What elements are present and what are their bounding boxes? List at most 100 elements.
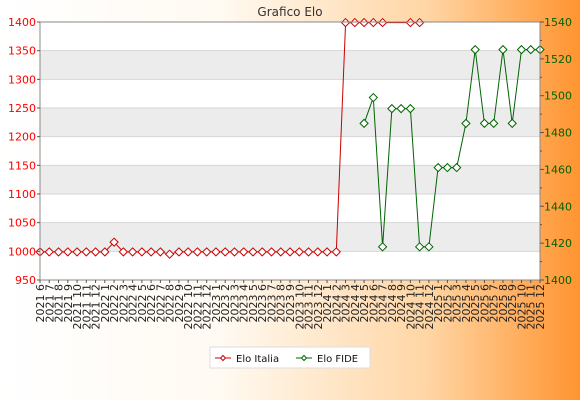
grid-layer xyxy=(40,21,540,281)
x-tick-label: 2021 8 xyxy=(53,284,66,323)
x-tick-label: 2023 6 xyxy=(256,284,269,323)
x-tick-label: 2022 8 xyxy=(164,284,177,323)
y-left-tick-label: 1250 xyxy=(8,102,36,115)
data-point xyxy=(507,118,517,129)
y-left-tick-label: 1200 xyxy=(8,131,36,144)
data-point xyxy=(461,118,471,129)
x-tick-label: 2023 12 xyxy=(312,284,325,330)
legend-swatch-marker xyxy=(300,354,308,362)
x-tick-label: 2024 6 xyxy=(367,284,380,323)
data-point xyxy=(350,17,360,28)
grid-band xyxy=(40,222,540,252)
y-right-tick-label: 1460 xyxy=(544,163,572,176)
x-tick-label: 2023 3 xyxy=(228,284,241,323)
y-right-tick-label: 1480 xyxy=(544,127,572,140)
legend-swatch-marker xyxy=(219,354,227,362)
legend-label: Elo Italia xyxy=(236,354,279,365)
data-point xyxy=(479,118,490,129)
data-point xyxy=(303,247,314,257)
data-point xyxy=(100,247,110,257)
data-point xyxy=(414,242,425,252)
data-point xyxy=(405,103,416,114)
data-point xyxy=(377,242,388,252)
data-point xyxy=(266,247,277,257)
data-point xyxy=(127,247,138,257)
x-tick-label: 2022 4 xyxy=(127,284,140,323)
x-tick-label: 2024 8 xyxy=(386,284,399,323)
legend: Elo Italia Elo FIDE xyxy=(209,346,371,369)
y-right-tick-label: 1500 xyxy=(544,90,572,103)
x-tick-label: 2022 6 xyxy=(145,284,158,323)
x-tick-label: 2022 3 xyxy=(117,284,130,323)
x-tick-label: 2021 9 xyxy=(62,284,75,323)
legend-items: Elo Italia Elo FIDE xyxy=(215,354,358,365)
data-point xyxy=(451,162,462,173)
x-tick-label: 2024 10 xyxy=(404,284,417,330)
x-tick-label: 2025 7 xyxy=(488,284,501,323)
data-point xyxy=(470,44,480,55)
x-tick-label: 2022 11 xyxy=(191,284,204,330)
x-tick-label: 2023 11 xyxy=(303,284,316,330)
x-tick-label: 2024 5 xyxy=(358,284,371,323)
data-point xyxy=(405,17,416,28)
data-point xyxy=(90,247,101,257)
data-point xyxy=(442,162,453,173)
y-left-tick-label: 1050 xyxy=(8,217,36,230)
x-tick-label: 2023 5 xyxy=(247,284,260,323)
y-left-tick-label: 1150 xyxy=(8,159,36,172)
x-tick-label: 2022 10 xyxy=(182,284,195,330)
y-right-tick-label: 1400 xyxy=(544,274,572,287)
data-point xyxy=(387,103,397,114)
x-tick-label: 2021 12 xyxy=(90,284,103,330)
data-point xyxy=(192,247,203,257)
series-layer xyxy=(35,17,545,259)
x-tick-label: 2024 9 xyxy=(395,284,408,323)
data-point xyxy=(368,17,379,28)
data-point xyxy=(294,247,304,257)
x-tick-label: 2025 1 xyxy=(432,284,445,323)
grid-band xyxy=(40,108,540,137)
x-tick-label: 2022 2 xyxy=(108,284,121,323)
x-tick-label: 2025 4 xyxy=(460,284,473,323)
x-tick-label: 2024 12 xyxy=(423,284,436,330)
grid-band xyxy=(40,165,540,194)
x-tick-label: 2022 9 xyxy=(173,284,186,323)
data-point xyxy=(238,247,249,257)
data-point xyxy=(424,242,434,252)
x-tick-label: 2022 7 xyxy=(154,284,167,323)
y-right-tick-label: 1520 xyxy=(544,53,572,66)
data-point xyxy=(396,103,406,114)
x-tick-label: 2021 10 xyxy=(71,284,84,330)
x-tick-label: 2023 1 xyxy=(210,284,223,323)
data-point xyxy=(340,17,351,28)
data-point xyxy=(164,249,175,259)
data-point xyxy=(433,162,443,173)
data-point xyxy=(174,247,184,257)
x-tick-label: 2023 10 xyxy=(293,284,306,330)
x-tick-label: 2025 8 xyxy=(497,284,510,323)
x-tick-label: 2023 7 xyxy=(265,284,278,323)
x-tick-label: 2023 2 xyxy=(219,284,232,323)
x-tick-label: 2022 1 xyxy=(99,284,112,323)
data-point xyxy=(498,44,508,55)
data-point xyxy=(331,247,342,257)
data-point xyxy=(359,17,369,28)
x-tick-label: 2023 8 xyxy=(275,284,288,323)
data-point xyxy=(368,92,379,103)
y-right-tick-label: 1440 xyxy=(544,200,572,213)
data-point xyxy=(257,247,267,257)
y-left-tick-label: 1350 xyxy=(8,45,36,58)
data-point xyxy=(414,17,425,28)
x-tick-label: 2021 11 xyxy=(80,284,93,330)
data-point xyxy=(488,118,499,129)
x-tick-label: 2025 5 xyxy=(469,284,482,323)
x-tick-label: 2025 12 xyxy=(534,284,547,330)
x-tick-label: 2021 7 xyxy=(43,284,56,323)
data-point xyxy=(146,247,156,257)
data-point xyxy=(53,247,64,257)
x-tick-label: 2023 4 xyxy=(238,284,251,323)
data-point xyxy=(229,247,240,257)
data-point xyxy=(322,247,332,257)
